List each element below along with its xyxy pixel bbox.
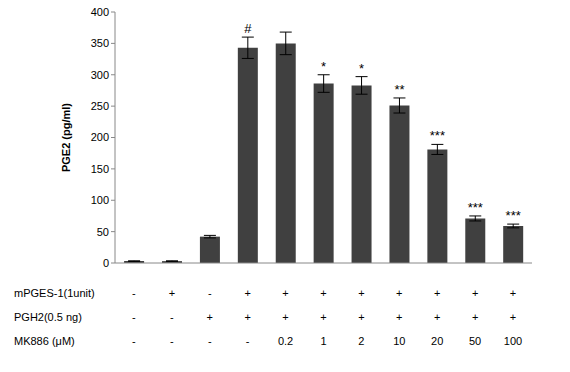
svg-text:350: 350 xyxy=(91,37,109,49)
svg-text:400: 400 xyxy=(91,6,109,18)
svg-text:**: ** xyxy=(394,82,404,97)
svg-text:10: 10 xyxy=(393,335,405,347)
svg-text:+: + xyxy=(396,311,402,323)
svg-text:200: 200 xyxy=(91,131,109,143)
svg-text:PGH2(0.5 ng): PGH2(0.5 ng) xyxy=(14,311,82,323)
svg-text:mPGES-1(1unit): mPGES-1(1unit) xyxy=(14,287,95,299)
svg-text:+: + xyxy=(169,287,175,299)
svg-text:+: + xyxy=(434,311,440,323)
svg-text:50: 50 xyxy=(97,226,109,238)
svg-text:-: - xyxy=(246,335,250,347)
svg-text:0: 0 xyxy=(103,257,109,269)
svg-text:+: + xyxy=(358,287,364,299)
svg-text:1: 1 xyxy=(320,335,326,347)
svg-text:#: # xyxy=(244,21,252,36)
svg-text:***: *** xyxy=(506,208,521,223)
svg-text:-: - xyxy=(132,335,136,347)
svg-text:300: 300 xyxy=(91,69,109,81)
svg-text:-: - xyxy=(132,287,136,299)
svg-text:***: *** xyxy=(468,200,483,215)
svg-text:+: + xyxy=(434,287,440,299)
svg-text:-: - xyxy=(170,311,174,323)
svg-text:+: + xyxy=(510,287,516,299)
svg-text:MK886 (μM): MK886 (μM) xyxy=(14,335,75,347)
svg-text:-: - xyxy=(170,335,174,347)
svg-text:+: + xyxy=(282,287,288,299)
svg-text:+: + xyxy=(396,287,402,299)
svg-text:100: 100 xyxy=(91,194,109,206)
svg-text:+: + xyxy=(472,311,478,323)
svg-text:*: * xyxy=(321,59,326,74)
svg-text:+: + xyxy=(472,287,478,299)
svg-text:-: - xyxy=(208,287,212,299)
svg-text:-: - xyxy=(132,311,136,323)
svg-text:***: *** xyxy=(430,128,445,143)
svg-text:2: 2 xyxy=(358,335,364,347)
svg-text:+: + xyxy=(320,287,326,299)
svg-text:+: + xyxy=(244,287,250,299)
svg-text:250: 250 xyxy=(91,100,109,112)
svg-text:100: 100 xyxy=(504,335,522,347)
svg-text:50: 50 xyxy=(469,335,481,347)
svg-text:PGE2 (pg/ml): PGE2 (pg/ml) xyxy=(60,103,72,172)
svg-text:+: + xyxy=(207,311,213,323)
svg-text:+: + xyxy=(510,311,516,323)
svg-text:+: + xyxy=(320,311,326,323)
svg-text:150: 150 xyxy=(91,163,109,175)
svg-text:+: + xyxy=(244,311,250,323)
svg-text:*: * xyxy=(359,61,364,76)
svg-text:20: 20 xyxy=(431,335,443,347)
svg-text:-: - xyxy=(208,335,212,347)
svg-text:+: + xyxy=(358,311,364,323)
svg-text:+: + xyxy=(282,311,288,323)
svg-text:0.2: 0.2 xyxy=(278,335,293,347)
